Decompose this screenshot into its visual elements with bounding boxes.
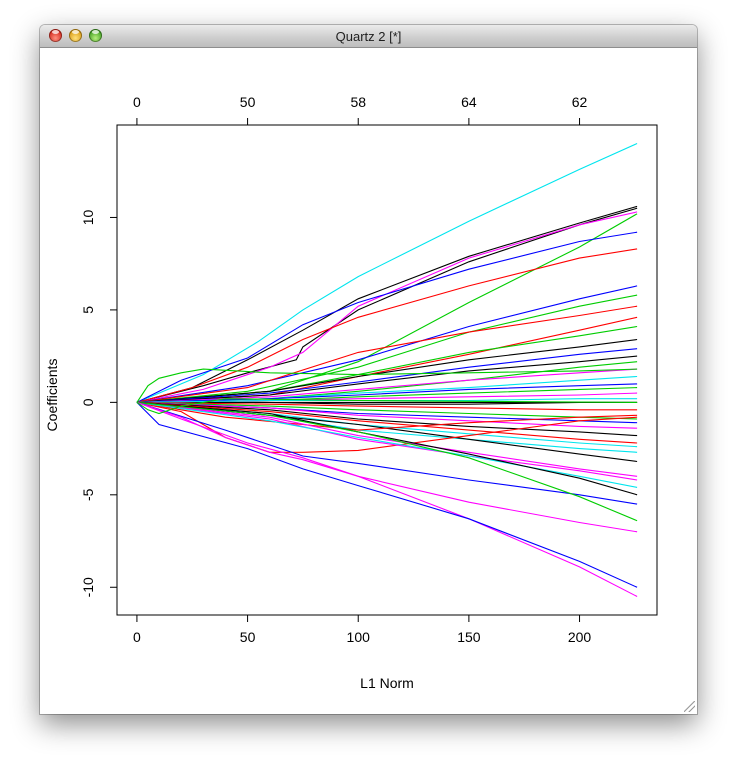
x-tick-label: 100 bbox=[347, 629, 371, 645]
top-tick-label: 50 bbox=[240, 94, 256, 110]
coef-path-9 bbox=[136, 294, 638, 403]
coef-path-36 bbox=[136, 401, 638, 477]
y-tick-label: 10 bbox=[80, 209, 96, 225]
x-tick-label: 200 bbox=[568, 629, 592, 645]
coef-path-28 bbox=[136, 401, 638, 429]
lasso-path-chart: 0 50 100 150 200 -10 -5 0 5 10 0 50 58 64 62 L1 Norm… bbox=[44, 94, 658, 691]
y-axis-label: Coefficients bbox=[44, 359, 60, 432]
coef-path-43 bbox=[136, 401, 638, 597]
coef-path-29 bbox=[136, 401, 638, 437]
coef-path-38 bbox=[136, 401, 638, 488]
coef-path-10 bbox=[136, 305, 638, 403]
coef-path-46 bbox=[136, 398, 638, 415]
coef-path-45 bbox=[136, 368, 638, 403]
coef-path-13 bbox=[136, 338, 638, 403]
y-tick-label: 0 bbox=[80, 398, 96, 406]
x-tick-label: 150 bbox=[457, 629, 481, 645]
x-tick-label: 50 bbox=[240, 629, 256, 645]
zoom-window-button[interactable] bbox=[89, 29, 102, 42]
coef-path-37 bbox=[136, 401, 638, 481]
y-tick-label: -5 bbox=[80, 488, 96, 501]
quartz-window: Quartz 2 [*] 0 50 100 150 200 -10 -5 0 5 10 0 50 5… bbox=[40, 25, 697, 714]
coef-path-17 bbox=[136, 368, 638, 403]
y-tick-label: 5 bbox=[80, 306, 96, 314]
top-tick-label: 0 bbox=[133, 94, 141, 110]
coef-path-8 bbox=[136, 285, 638, 403]
coef-path-26 bbox=[136, 401, 638, 420]
coef-path-40 bbox=[136, 401, 638, 505]
window-title: Quartz 2 [*] bbox=[335, 29, 402, 44]
coef-path-2 bbox=[136, 205, 638, 403]
x-axis-label: L1 Norm bbox=[360, 675, 414, 691]
x-axis: 0 50 100 150 200 bbox=[133, 614, 592, 645]
resize-grip[interactable] bbox=[684, 701, 695, 712]
coef-path-3 bbox=[136, 207, 638, 403]
y-tick-label: -10 bbox=[80, 577, 96, 597]
coef-path-1 bbox=[136, 142, 638, 403]
coef-path-39 bbox=[136, 401, 638, 496]
coef-path-6 bbox=[136, 231, 638, 403]
coef-path-14 bbox=[136, 348, 638, 403]
y-axis: -10 -5 0 5 10 bbox=[80, 209, 118, 597]
plot-area: 0 50 100 150 200 -10 -5 0 5 10 0 50 58 64 62 L1 Norm… bbox=[40, 48, 697, 714]
minimize-window-button[interactable] bbox=[69, 29, 82, 42]
coef-path-35 bbox=[136, 401, 638, 453]
series-layer bbox=[136, 142, 638, 597]
top-axis: 0 50 58 64 62 bbox=[133, 94, 588, 126]
top-tick-label: 58 bbox=[350, 94, 366, 110]
close-window-button[interactable] bbox=[49, 29, 62, 42]
x-tick-label: 0 bbox=[133, 629, 141, 645]
top-tick-label: 62 bbox=[572, 94, 588, 110]
coef-path-4 bbox=[136, 211, 638, 403]
coef-path-41 bbox=[136, 401, 638, 522]
coef-path-44 bbox=[136, 402, 638, 588]
title-bar[interactable]: Quartz 2 [*] bbox=[40, 25, 697, 48]
coef-path-7 bbox=[136, 248, 638, 403]
coef-path-25 bbox=[136, 401, 638, 411]
coef-path-31 bbox=[136, 401, 638, 444]
top-tick-label: 64 bbox=[461, 94, 477, 110]
coef-path-34 bbox=[136, 401, 638, 431]
coef-path-15 bbox=[136, 355, 638, 403]
coef-path-42 bbox=[136, 401, 638, 533]
